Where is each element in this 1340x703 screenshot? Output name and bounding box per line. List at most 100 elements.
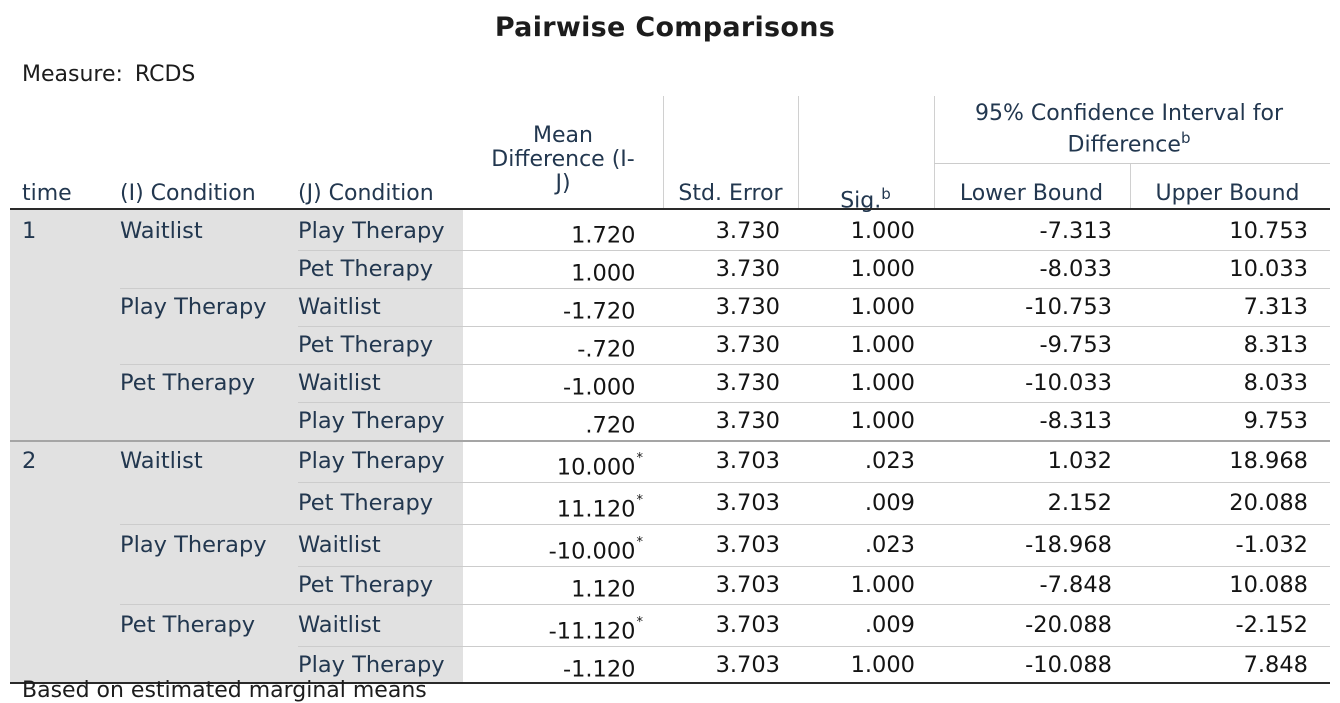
divider	[798, 96, 799, 209]
cell-upper-bound: 10.088	[1229, 572, 1308, 598]
divider	[934, 96, 935, 209]
cell-mean-difference: 1.000*	[571, 260, 636, 287]
header-upper-bound: Upper Bound	[1155, 181, 1300, 206]
cell-upper-bound: 9.753	[1243, 408, 1308, 434]
cell-mean-difference: -10.000*	[548, 535, 644, 565]
divider	[663, 96, 664, 209]
cell-sig: .009	[864, 612, 915, 638]
header-confidence-interval: 95% Confidence Interval for Differenceb	[974, 101, 1284, 158]
cell-mean-difference: 1.120*	[571, 576, 636, 603]
cell-sig: 1.000	[850, 294, 915, 320]
cell-mean-difference: -.720*	[577, 336, 636, 363]
row-divider	[120, 288, 1330, 289]
cell-lower-bound: -8.313	[1039, 408, 1112, 434]
cell-sig: 1.000	[850, 370, 915, 396]
row-divider	[10, 440, 1330, 442]
header-j-condition: (J) Condition	[298, 181, 434, 206]
cell-i-condition: Pet Therapy	[120, 370, 256, 396]
table-bottom-rule	[10, 682, 1330, 684]
divider	[934, 163, 1330, 164]
cell-upper-bound: 10.753	[1229, 218, 1308, 244]
cell-lower-bound: -7.313	[1039, 218, 1112, 244]
cell-j-condition: Waitlist	[298, 294, 381, 320]
cell-j-condition: Waitlist	[298, 612, 381, 638]
cell-std-error: 3.730	[715, 332, 780, 358]
cell-mean-difference: 11.120*	[556, 493, 644, 523]
cell-mean-difference: -1.000*	[562, 374, 636, 401]
cell-lower-bound: -10.088	[1025, 652, 1112, 678]
cell-std-error: 3.730	[715, 218, 780, 244]
cell-j-condition: Waitlist	[298, 370, 381, 396]
cell-upper-bound: 10.033	[1229, 256, 1308, 282]
row-divider	[298, 482, 1330, 483]
cell-j-condition: Play Therapy	[298, 218, 445, 244]
cell-lower-bound: -9.753	[1039, 332, 1112, 358]
cell-std-error: 3.703	[715, 572, 780, 598]
cell-lower-bound: -10.033	[1025, 370, 1112, 396]
cell-upper-bound: 18.968	[1229, 448, 1308, 474]
significance-marker: *	[636, 451, 644, 466]
cell-i-condition: Pet Therapy	[120, 612, 256, 638]
row-divider	[120, 604, 1330, 605]
significance-marker: *	[636, 493, 644, 508]
header-std-error: Std. Error	[678, 181, 783, 206]
cell-mean-difference: 1.720*	[571, 222, 636, 249]
header-mean-difference: Mean Difference (I- J)	[491, 123, 635, 196]
cell-j-condition: Play Therapy	[298, 652, 445, 678]
cell-i-condition: Waitlist	[120, 448, 203, 474]
header-i-condition: (I) Condition	[120, 181, 256, 206]
significance-marker: *	[636, 615, 644, 630]
cell-mean-difference: -1.720*	[562, 298, 636, 325]
row-divider	[298, 566, 1330, 567]
cell-mean-difference: -11.120*	[548, 615, 644, 645]
cell-upper-bound: -2.152	[1235, 612, 1308, 638]
header-lower-bound: Lower Bound	[959, 181, 1104, 206]
cell-j-condition: Pet Therapy	[298, 572, 434, 598]
cell-std-error: 3.703	[715, 532, 780, 558]
cell-sig: 1.000	[850, 256, 915, 282]
row-divider	[298, 326, 1330, 327]
cell-mean-difference: 10.000*	[556, 451, 644, 481]
cell-std-error: 3.703	[715, 448, 780, 474]
cell-time: 2	[22, 448, 37, 474]
table-title: Pairwise Comparisons	[494, 12, 836, 43]
cell-lower-bound: -18.968	[1025, 532, 1112, 558]
cell-sig: .023	[864, 532, 915, 558]
cell-lower-bound: 2.152	[1047, 490, 1112, 516]
cell-i-condition: Waitlist	[120, 218, 203, 244]
footnote-marker-b: b	[1180, 129, 1191, 147]
cell-j-condition: Play Therapy	[298, 448, 445, 474]
row-divider	[120, 524, 1330, 525]
cell-std-error: 3.703	[715, 652, 780, 678]
footnote-marker-b: b	[881, 185, 891, 203]
cell-std-error: 3.703	[715, 490, 780, 516]
cell-sig: .023	[864, 448, 915, 474]
cell-j-condition: Pet Therapy	[298, 256, 434, 282]
header-time: time	[22, 181, 72, 206]
header-rule	[10, 208, 1330, 210]
cell-j-condition: Play Therapy	[298, 408, 445, 434]
cell-i-condition: Play Therapy	[120, 532, 267, 558]
cell-j-condition: Pet Therapy	[298, 490, 434, 516]
cell-lower-bound: 1.032	[1047, 448, 1112, 474]
cell-lower-bound: -10.753	[1025, 294, 1112, 320]
measure-line: Measure: RCDS	[22, 62, 195, 87]
cell-time: 1	[22, 218, 37, 244]
measure-label: Measure:	[22, 62, 123, 87]
cell-upper-bound: 20.088	[1229, 490, 1308, 516]
cell-j-condition: Waitlist	[298, 532, 381, 558]
cell-sig: 1.000	[850, 332, 915, 358]
cell-sig: .009	[864, 490, 915, 516]
divider	[1130, 163, 1131, 209]
cell-sig: 1.000	[850, 572, 915, 598]
row-divider	[120, 364, 1330, 365]
cell-std-error: 3.703	[715, 612, 780, 638]
cell-sig: 1.000	[850, 652, 915, 678]
cell-lower-bound: -20.088	[1025, 612, 1112, 638]
cell-lower-bound: -8.033	[1039, 256, 1112, 282]
cell-j-condition: Pet Therapy	[298, 332, 434, 358]
cell-upper-bound: 8.313	[1243, 332, 1308, 358]
cell-std-error: 3.730	[715, 256, 780, 282]
significance-marker: *	[636, 535, 644, 550]
cell-lower-bound: -7.848	[1039, 572, 1112, 598]
